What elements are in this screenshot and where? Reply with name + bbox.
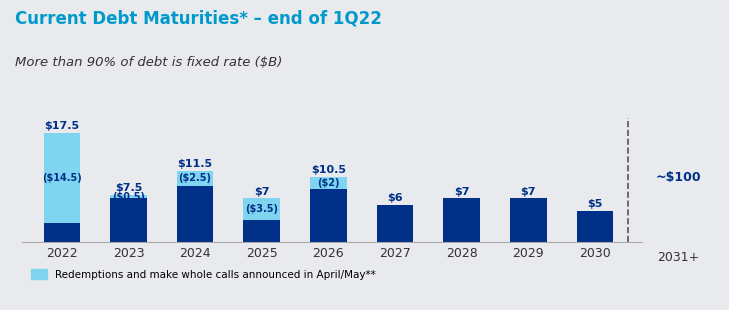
Text: $7: $7 — [454, 187, 469, 197]
Bar — [310, 177, 347, 189]
Text: ($2.5): ($2.5) — [179, 173, 211, 183]
Text: $10.5: $10.5 — [311, 165, 346, 175]
Bar — [510, 198, 547, 242]
Bar — [243, 220, 280, 242]
Bar — [243, 198, 280, 220]
Text: 2031+: 2031+ — [657, 251, 699, 264]
Text: More than 90% of debt is fixed rate ($B): More than 90% of debt is fixed rate ($B) — [15, 56, 282, 69]
Text: $7: $7 — [254, 187, 270, 197]
Bar — [110, 198, 147, 242]
Text: $5: $5 — [587, 199, 603, 209]
Bar — [44, 133, 80, 223]
Text: $17.5: $17.5 — [44, 122, 79, 131]
Bar — [110, 195, 147, 198]
Bar — [44, 223, 80, 242]
Bar — [443, 198, 480, 242]
Text: $7.5: $7.5 — [114, 184, 142, 193]
Text: ($0.5): ($0.5) — [112, 192, 145, 202]
Bar — [177, 170, 214, 186]
Text: $6: $6 — [387, 193, 403, 203]
Legend: Redemptions and make whole calls announced in April/May**: Redemptions and make whole calls announc… — [27, 265, 380, 284]
Text: ~$100: ~$100 — [655, 171, 701, 184]
Bar — [177, 186, 214, 242]
Bar — [310, 189, 347, 242]
Text: $7: $7 — [521, 187, 536, 197]
Text: ($14.5): ($14.5) — [42, 173, 82, 183]
Text: Current Debt Maturities* – end of 1Q22: Current Debt Maturities* – end of 1Q22 — [15, 9, 381, 27]
Text: ($3.5): ($3.5) — [245, 204, 278, 214]
Bar — [577, 211, 613, 242]
Bar — [377, 205, 413, 242]
Text: ($2): ($2) — [317, 178, 340, 188]
Text: $11.5: $11.5 — [178, 159, 213, 169]
